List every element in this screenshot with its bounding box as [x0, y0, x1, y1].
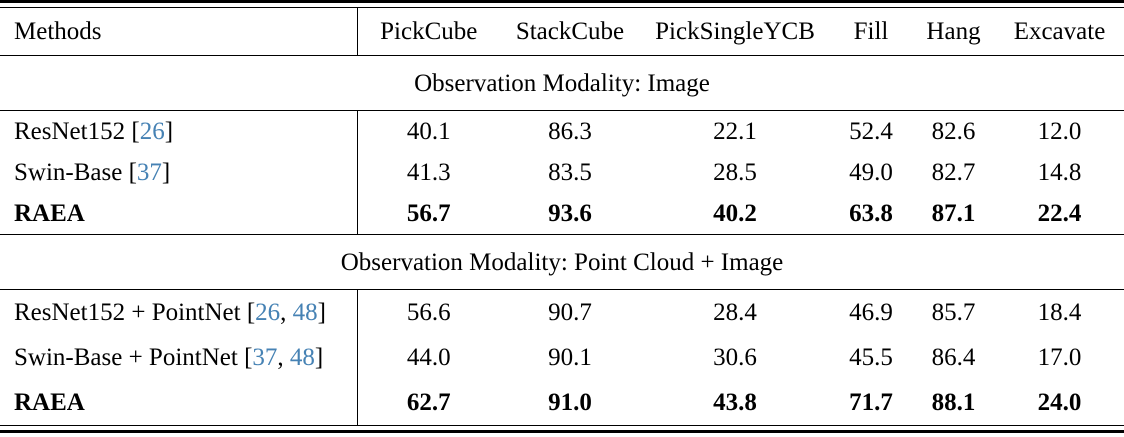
method-name-cell: Swin-Base + PointNet [37, 48]: [0, 335, 358, 380]
table-bottom-rule: [0, 425, 1124, 433]
value-cell: 85.7: [931, 299, 976, 326]
value-cell: 43.8: [713, 389, 757, 416]
value-cell: 56.7: [406, 200, 451, 227]
method-name: ResNet152 + PointNet: [14, 299, 241, 326]
table-row: ResNet152 [26] 40.1 86.3 22.1 52.4 82.6 12.0: [0, 110, 1124, 152]
column-header-methods: Methods: [0, 8, 358, 56]
column-header-picksingleycb: PickSingleYCB: [640, 8, 830, 56]
citation-link[interactable]: 37: [136, 159, 162, 186]
value-cell: 28.5: [713, 159, 757, 186]
method-name-cell: RAEA: [0, 380, 358, 425]
value-cell: 30.6: [713, 344, 757, 371]
citation-link[interactable]: 48: [292, 299, 318, 326]
value-cell: 82.6: [931, 118, 976, 145]
value-cell: 17.0: [1037, 344, 1082, 371]
value-cell: 86.3: [548, 118, 592, 145]
table-row: ResNet152 + PointNet [26, 48] 56.6 90.7 28.…: [0, 289, 1124, 335]
value-cell: 82.7: [931, 159, 976, 186]
value-cell: 24.0: [1037, 389, 1082, 416]
results-table-grid: Methods PickCube StackCube PickSingleYCB…: [0, 8, 1124, 425]
value-cell: 22.1: [713, 118, 757, 145]
value-cell: 52.4: [849, 118, 893, 145]
section-title: Observation Modality: Point Cloud + Imag…: [0, 234, 1124, 290]
method-name: ResNet152: [14, 118, 126, 145]
value-cell: 62.7: [406, 389, 451, 416]
value-cell: 40.1: [406, 118, 451, 145]
table-top-rule: [0, 0, 1124, 8]
value-cell: 91.0: [548, 389, 592, 416]
value-cell: 12.0: [1037, 118, 1082, 145]
table-row: Swin-Base [37] 41.3 83.5 28.5 49.0 82.7 14.8: [0, 152, 1124, 193]
value-cell: 18.4: [1037, 299, 1082, 326]
value-cell: 86.4: [931, 344, 976, 371]
value-cell: 49.0: [849, 159, 893, 186]
method-name: Swin-Base + PointNet: [14, 344, 238, 371]
method-name-cell: ResNet152 [26]: [0, 110, 358, 152]
citation-link[interactable]: 37: [252, 344, 278, 371]
value-cell: 40.2: [713, 200, 757, 227]
value-cell: 90.7: [548, 299, 592, 326]
method-name-cell: ResNet152 + PointNet [26, 48]: [0, 289, 358, 335]
section-title: Observation Modality: Image: [0, 55, 1124, 111]
table-row: RAEA 56.7 93.6 40.2 63.8 87.1 22.4: [0, 193, 1124, 235]
value-cell: 63.8: [849, 200, 893, 227]
citation-link[interactable]: 26: [255, 299, 281, 326]
value-cell: 41.3: [406, 159, 451, 186]
value-cell: 88.1: [931, 389, 976, 416]
citation-link[interactable]: 26: [139, 118, 165, 145]
column-header-stackcube: StackCube: [500, 8, 640, 56]
method-name: RAEA: [14, 200, 85, 227]
value-cell: 93.6: [548, 200, 592, 227]
value-cell: 14.8: [1037, 159, 1082, 186]
value-cell: 44.0: [406, 344, 451, 371]
method-name: Swin-Base: [14, 159, 123, 186]
citation-link[interactable]: 48: [289, 344, 315, 371]
method-name-cell: RAEA: [0, 193, 358, 235]
header-row: Methods PickCube StackCube PickSingleYCB…: [0, 8, 1124, 56]
value-cell: 87.1: [931, 200, 976, 227]
value-cell: 71.7: [849, 389, 893, 416]
value-cell: 28.4: [713, 299, 757, 326]
value-cell: 83.5: [548, 159, 592, 186]
value-cell: 46.9: [849, 299, 893, 326]
section-header-row: Observation Modality: Image: [0, 55, 1124, 111]
value-cell: 90.1: [548, 344, 592, 371]
section-header-row: Observation Modality: Point Cloud + Imag…: [0, 234, 1124, 290]
column-header-excavate: Excavate: [995, 8, 1124, 56]
column-header-pickcube: PickCube: [357, 8, 500, 56]
table-row: Swin-Base + PointNet [37, 48] 44.0 90.1 30.…: [0, 335, 1124, 380]
column-header-hang: Hang: [912, 8, 995, 56]
table-row: RAEA 62.7 91.0 43.8 71.7 88.1 24.0: [0, 380, 1124, 425]
value-cell: 56.6: [406, 299, 451, 326]
method-name: RAEA: [14, 389, 85, 416]
value-cell: 22.4: [1037, 200, 1082, 227]
value-cell: 45.5: [849, 344, 893, 371]
method-name-cell: Swin-Base [37]: [0, 152, 358, 193]
column-header-fill: Fill: [830, 8, 912, 56]
